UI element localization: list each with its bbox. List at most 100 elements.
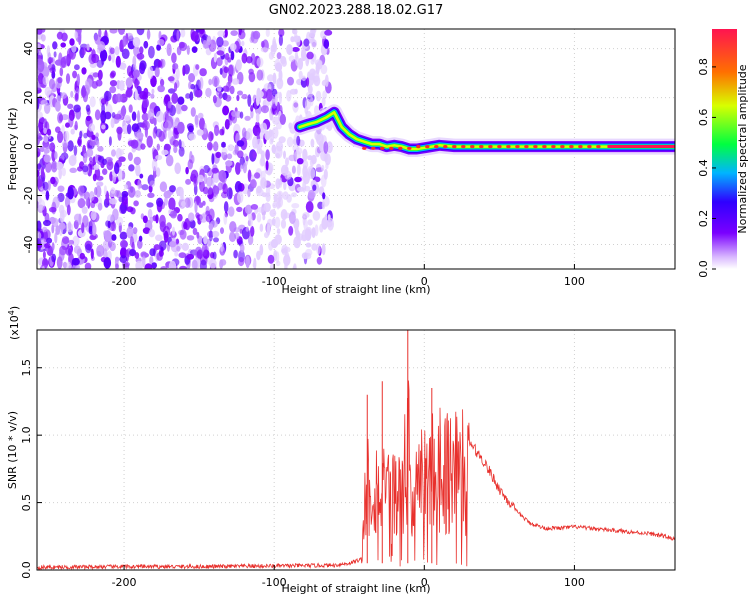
noise-blob	[287, 76, 294, 86]
noise-blob	[255, 94, 260, 107]
noise-blob	[131, 111, 137, 121]
noise-blob	[155, 234, 163, 242]
noise-blob	[203, 235, 208, 245]
noise-blob	[156, 197, 164, 207]
noise-blob	[286, 90, 292, 102]
noise-blob	[235, 162, 241, 175]
colorbar-gradient	[712, 29, 737, 269]
noise-blob	[111, 234, 117, 241]
noise-blob	[256, 186, 262, 194]
noise-blob	[43, 143, 52, 149]
noise-blob	[133, 45, 140, 57]
noise-blob	[146, 135, 153, 148]
noise-blob	[206, 141, 213, 151]
noise-blob	[265, 29, 270, 37]
noise-blob	[45, 190, 50, 201]
noise-blob	[235, 59, 242, 71]
noise-blob	[185, 166, 189, 175]
noise-blob	[321, 96, 326, 107]
noise-blob	[189, 219, 196, 229]
noise-blob	[49, 142, 56, 152]
noise-blob	[219, 128, 225, 136]
noise-blob	[158, 130, 165, 142]
noise-blob	[314, 59, 323, 67]
noise-blob	[208, 230, 213, 242]
noise-blob	[241, 93, 248, 100]
noise-blob	[321, 217, 328, 230]
noise-blob	[226, 81, 231, 93]
noise-blob	[285, 157, 289, 166]
spectrogram-x-axis-label: Height of straight line (km)	[281, 283, 430, 296]
colorbar-ticks: 0.0 0.2 0.4 0.6 0.8	[697, 58, 716, 278]
ridge-peak	[488, 145, 493, 149]
noise-blob	[222, 105, 230, 116]
noise-blob	[222, 40, 229, 47]
noise-blob	[198, 202, 204, 208]
noise-blob	[119, 255, 128, 263]
noise-blob	[171, 73, 179, 85]
noise-blob	[92, 173, 97, 182]
noise-blob	[156, 44, 162, 51]
noise-blob	[116, 190, 121, 199]
noise-blob	[42, 226, 48, 233]
noise-blob	[95, 185, 102, 198]
noise-blob	[312, 184, 317, 191]
noise-blob	[186, 253, 195, 260]
noise-blob	[237, 191, 244, 204]
noise-blob	[306, 77, 310, 87]
noise-blob	[268, 51, 274, 60]
noise-blob	[91, 134, 96, 140]
noise-blob	[255, 112, 260, 123]
noise-blob	[223, 66, 229, 74]
noise-blob	[271, 126, 279, 139]
noise-blob	[75, 93, 79, 101]
noise-blob	[42, 75, 49, 86]
noise-blob	[280, 56, 287, 65]
noise-blob	[296, 164, 301, 176]
noise-blob	[128, 104, 133, 113]
x-tick-label: 0	[421, 576, 428, 589]
noise-blob	[92, 72, 100, 78]
noise-blob	[302, 215, 306, 226]
noise-blob	[270, 238, 278, 249]
noise-blob	[126, 226, 134, 239]
noise-blob	[59, 210, 65, 223]
noise-blob	[45, 161, 52, 173]
noise-blob	[203, 165, 210, 174]
noise-blob	[109, 190, 116, 197]
noise-blob	[309, 158, 314, 167]
noise-blob	[223, 212, 228, 225]
noise-blob	[217, 30, 226, 37]
noise-blob	[276, 190, 284, 201]
noise-blob	[153, 117, 157, 126]
noise-blob	[269, 138, 274, 145]
noise-blob	[238, 29, 242, 36]
ridge-peak	[515, 145, 520, 149]
noise-blob	[184, 197, 191, 208]
noise-blob	[94, 153, 99, 164]
noise-blob	[97, 146, 104, 152]
noise-blob	[278, 69, 283, 82]
noise-blob	[226, 153, 233, 160]
noise-blob	[315, 90, 322, 102]
noise-blob	[148, 45, 155, 59]
noise-blob	[96, 59, 104, 68]
noise-blob	[142, 94, 148, 100]
noise-blob	[133, 156, 141, 166]
noise-blob	[43, 219, 51, 227]
noise-blob	[44, 102, 51, 114]
ridge-peak	[452, 145, 457, 149]
noise-blob	[69, 38, 75, 46]
noise-blob	[147, 66, 154, 80]
noise-blob	[142, 227, 151, 235]
noise-blob	[202, 40, 208, 49]
noise-blob	[105, 191, 110, 204]
noise-blob	[274, 146, 283, 159]
noise-blob	[324, 29, 333, 36]
noise-blob	[127, 152, 133, 162]
noise-blob	[123, 184, 128, 190]
noise-blob	[180, 29, 186, 38]
noise-blob	[215, 151, 222, 159]
noise-blob	[111, 149, 116, 157]
x-tick-label: 0	[421, 275, 428, 288]
